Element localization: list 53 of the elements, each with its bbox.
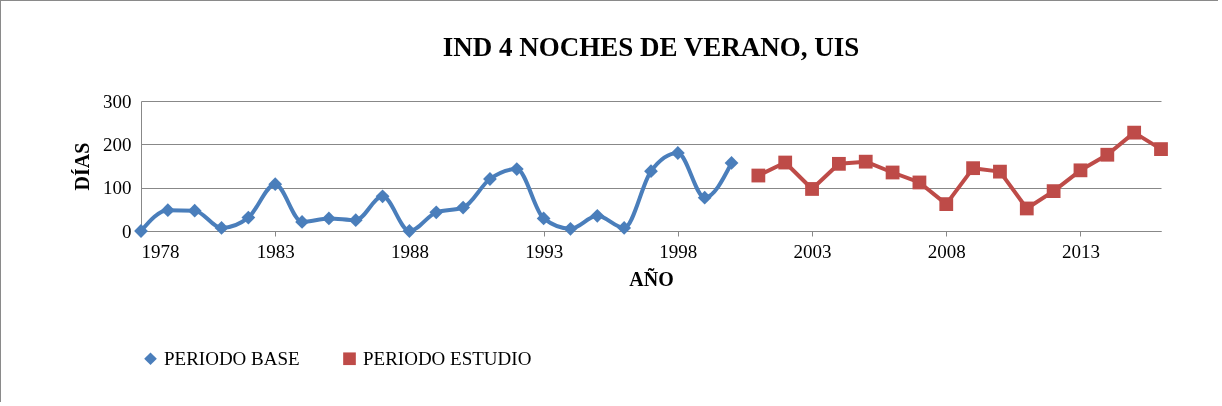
point bbox=[1154, 142, 1168, 156]
point bbox=[751, 168, 766, 183]
point bbox=[832, 156, 846, 171]
point bbox=[858, 154, 873, 169]
point bbox=[1073, 163, 1088, 178]
x-tick-label: 1983 bbox=[256, 240, 295, 262]
point bbox=[134, 224, 148, 238]
x-tick-label: 1978 bbox=[141, 240, 180, 262]
point bbox=[241, 210, 256, 225]
point bbox=[268, 177, 283, 192]
point bbox=[456, 200, 470, 215]
y-tick-label: 300 bbox=[103, 90, 132, 112]
chart-title: IND 4 NOCHES DE VERANO, UIS bbox=[442, 32, 860, 62]
y-tick-label: 0 bbox=[122, 220, 132, 242]
point bbox=[1127, 125, 1142, 140]
point bbox=[509, 162, 524, 176]
y-tick-label: 100 bbox=[103, 177, 132, 199]
point bbox=[187, 203, 202, 218]
point bbox=[724, 156, 739, 170]
point bbox=[160, 203, 175, 218]
x-tick-label: 2003 bbox=[793, 240, 832, 262]
point bbox=[993, 164, 1007, 179]
point bbox=[644, 164, 658, 179]
point bbox=[805, 182, 819, 196]
point bbox=[295, 215, 309, 229]
point bbox=[778, 155, 793, 170]
legend-label: PERIODO ESTUDIO bbox=[363, 347, 532, 369]
point bbox=[617, 221, 632, 235]
point bbox=[429, 205, 444, 220]
point bbox=[214, 221, 229, 235]
point bbox=[536, 211, 551, 226]
point bbox=[402, 224, 417, 238]
point bbox=[375, 189, 390, 204]
point bbox=[966, 161, 980, 176]
point bbox=[348, 213, 363, 228]
point bbox=[1100, 147, 1115, 162]
legend-label: PERIODO BASE bbox=[164, 347, 300, 369]
x-tick-label: 1993 bbox=[525, 240, 564, 262]
x-tick-label: 2013 bbox=[1061, 240, 1100, 262]
x-axis-title: AÑO bbox=[629, 267, 674, 290]
point bbox=[322, 211, 336, 226]
point bbox=[697, 190, 712, 205]
x-tick-label: 1988 bbox=[390, 240, 429, 262]
point bbox=[590, 208, 605, 223]
y-axis-title: DÍAS bbox=[71, 142, 93, 191]
point bbox=[670, 146, 685, 160]
x-tick-label: 1998 bbox=[659, 240, 698, 262]
y-tick-label: 200 bbox=[103, 133, 132, 155]
point bbox=[1019, 201, 1034, 216]
point bbox=[1046, 184, 1061, 199]
point bbox=[563, 221, 578, 236]
point bbox=[939, 197, 954, 212]
x-tick-label: 2008 bbox=[927, 240, 966, 262]
